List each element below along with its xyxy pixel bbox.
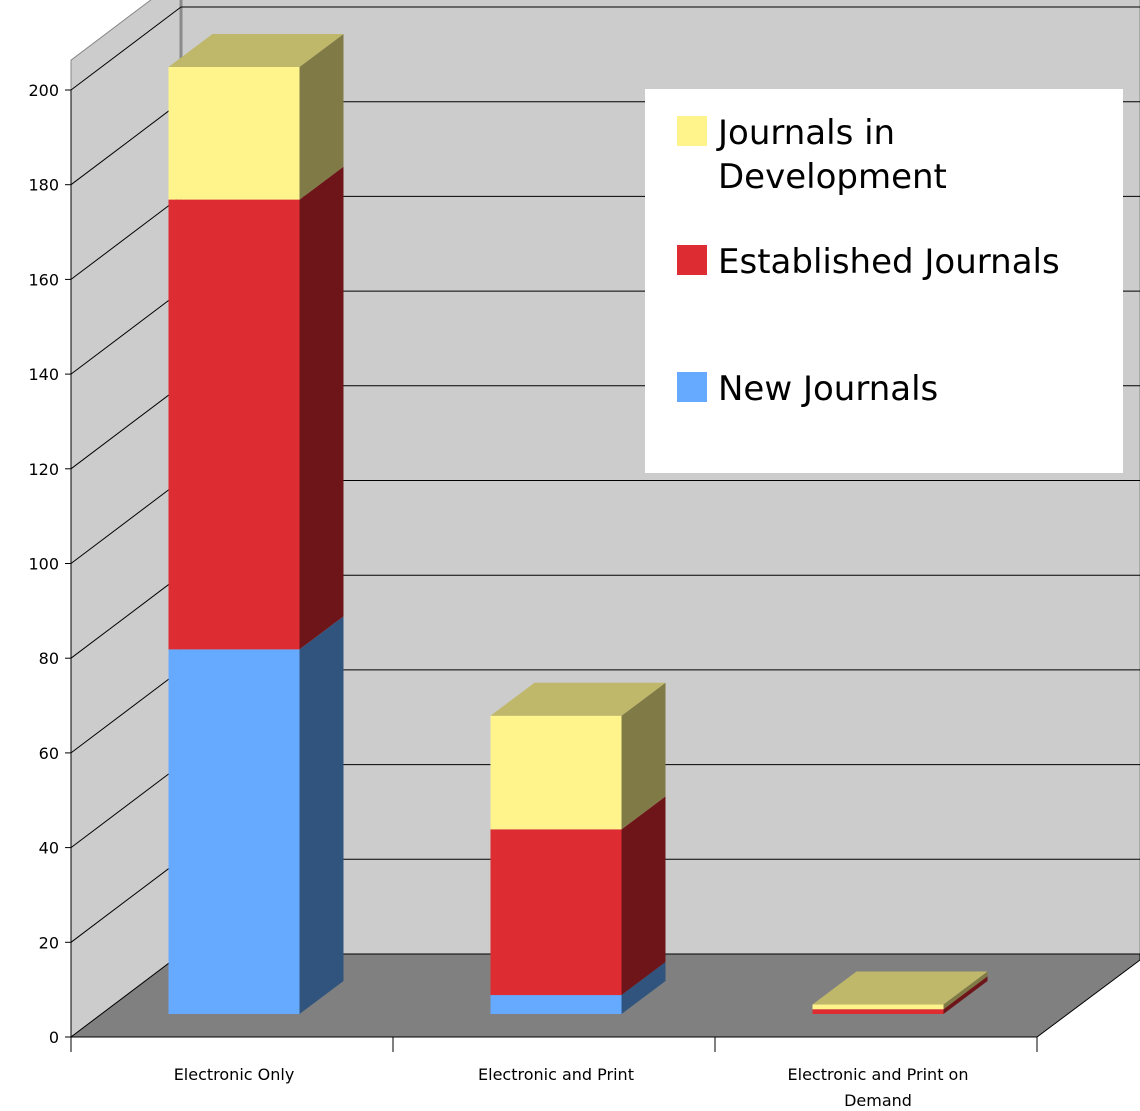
bar-segment-side (299, 34, 344, 200)
bars (168, 34, 988, 1014)
legend-box (645, 89, 1123, 473)
gridline-side (70, 669, 182, 754)
gridline-side (70, 6, 182, 91)
bar-top (168, 34, 344, 67)
bar-segment (812, 1009, 944, 1014)
bar-top (490, 682, 666, 716)
y-tick-label: 0 (49, 1028, 59, 1047)
y-tick-label: 120 (28, 460, 59, 479)
bar-segment (490, 829, 622, 996)
bar-segment (168, 649, 300, 1014)
legend-swatch (677, 245, 707, 275)
y-tick-label: 60 (39, 744, 59, 763)
y-tick-label: 80 (39, 649, 59, 668)
y-axis: 0 20 40 60 80 100 120 140 160 180 200 (28, 81, 72, 1047)
gridline-side (70, 290, 182, 375)
side-wall (70, 0, 182, 1039)
y-tick-label: 200 (28, 81, 59, 100)
legend-label: New Journals (718, 369, 938, 409)
y-tick-label: 180 (28, 176, 59, 195)
legend-label: Established Journals (718, 242, 1060, 282)
bar-segment (812, 1004, 944, 1010)
x-category-label: Electronic Only (174, 1065, 295, 1084)
legend-swatch (677, 116, 707, 146)
bar-segment (490, 715, 622, 830)
y-tick-label: 160 (28, 270, 59, 289)
legend-label: Journals in Development (716, 113, 947, 197)
y-tick-label: 140 (28, 365, 59, 384)
y-tick-label: 100 (28, 555, 59, 574)
gridline-side (70, 858, 182, 943)
bar-segment (490, 995, 622, 1014)
gridline-side (70, 574, 182, 659)
y-tick-label: 20 (39, 933, 59, 952)
bar-segment-side (299, 616, 344, 1014)
gridline-side (70, 101, 182, 186)
y-tick-label: 40 (39, 839, 59, 858)
bar-segment (168, 67, 300, 200)
gridline-side (70, 385, 182, 470)
gridline-side (70, 764, 182, 848)
bar-segment-side (621, 682, 666, 830)
gridline-side (70, 196, 182, 280)
x-category-label: Electronic and Print on Demand (788, 1065, 969, 1110)
bar-segment-side (943, 971, 988, 1010)
x-axis: Electronic Only Electronic and Print Elect… (70, 1036, 1038, 1110)
gridline-side (70, 480, 182, 564)
x-category-label: Electronic and Print (478, 1065, 634, 1084)
legend: Journals in Development Established Journa… (645, 89, 1123, 473)
bar-segment-side (621, 796, 666, 996)
bar-segment-side (621, 962, 666, 1014)
bar-top (812, 971, 988, 1005)
bar-segment (168, 199, 300, 650)
legend-swatch (677, 372, 707, 402)
bar-segment-side (943, 976, 988, 1014)
bar-segment-side (299, 166, 344, 650)
